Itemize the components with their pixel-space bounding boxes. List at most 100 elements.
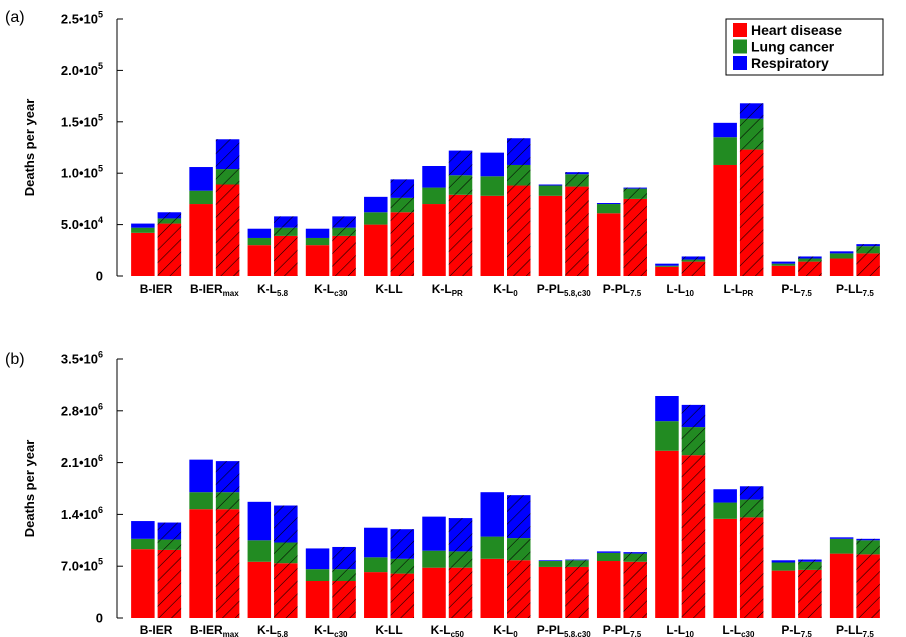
bar-respiratory-hatched-hatch bbox=[739, 486, 764, 500]
x-category-label: P-PL5.8,c30 bbox=[537, 282, 592, 298]
bar-heart-disease-hatched-hatch bbox=[856, 554, 880, 618]
legend-swatch bbox=[733, 56, 747, 70]
x-category-label: K-Lc50 bbox=[431, 623, 465, 637]
bar-heart-disease-solid bbox=[247, 561, 272, 618]
bar-lung-cancer-solid bbox=[189, 492, 213, 510]
bar-respiratory-hatched-hatch bbox=[274, 216, 298, 228]
bar-heart-disease-solid bbox=[713, 518, 737, 618]
bar-respiratory-solid bbox=[538, 560, 563, 562]
x-category-label: P-LL7.5 bbox=[836, 282, 874, 298]
bar-lung-cancer-hatched-hatch bbox=[507, 538, 531, 561]
bar-respiratory-hatched-hatch bbox=[681, 404, 706, 428]
x-category-label: P-L7.5 bbox=[781, 623, 812, 637]
bar-respiratory-solid bbox=[596, 551, 621, 553]
bar-heart-disease-solid bbox=[655, 266, 679, 276]
bar-lung-cancer-hatched-hatch bbox=[332, 569, 356, 581]
bar-lung-cancer-solid bbox=[771, 263, 796, 266]
y-tick-label: 1.5•105 bbox=[61, 112, 103, 129]
bar-lung-cancer-solid bbox=[305, 237, 330, 246]
x-category-label: P-PL7.5 bbox=[603, 282, 642, 298]
bar-heart-disease-solid bbox=[713, 164, 737, 276]
y-tick-label: 2.5•105 bbox=[61, 10, 103, 27]
bar-respiratory-solid bbox=[480, 152, 504, 177]
bar-respiratory-hatched-hatch bbox=[390, 529, 415, 559]
bar-lung-cancer-hatched-hatch bbox=[856, 246, 880, 254]
bar-respiratory-hatched-hatch bbox=[565, 172, 589, 175]
bar-lung-cancer-hatched-hatch bbox=[390, 558, 415, 574]
x-category-label: K-L5.8 bbox=[257, 282, 289, 298]
bar-heart-disease-solid bbox=[655, 450, 679, 618]
bar-respiratory-hatched-hatch bbox=[215, 461, 240, 493]
bar-respiratory-hatched-hatch bbox=[332, 546, 356, 570]
y-tick-label: 2.8•106 bbox=[61, 401, 103, 418]
bar-respiratory-hatched-hatch bbox=[448, 518, 473, 552]
bar-lung-cancer-hatched-hatch bbox=[332, 227, 356, 236]
bar-heart-disease-hatched-hatch bbox=[448, 194, 473, 276]
bar-heart-disease-hatched-hatch bbox=[332, 235, 356, 276]
bar-heart-disease-solid bbox=[247, 245, 272, 276]
bar-lung-cancer-hatched-hatch bbox=[798, 258, 822, 262]
bar-lung-cancer-hatched-hatch bbox=[448, 175, 473, 195]
bar-heart-disease-solid bbox=[829, 258, 854, 276]
bar-heart-disease-hatched-hatch bbox=[565, 186, 589, 276]
bar-respiratory-hatched-hatch bbox=[332, 216, 356, 228]
bar-lung-cancer-hatched-hatch bbox=[565, 560, 589, 567]
bar-respiratory-hatched-hatch bbox=[274, 505, 298, 543]
bar-heart-disease-solid bbox=[189, 509, 213, 618]
x-category-label: L-Lc30 bbox=[722, 623, 755, 637]
y-axis-title: Deaths per year bbox=[22, 440, 37, 538]
bar-lung-cancer-solid bbox=[538, 561, 563, 567]
bar-heart-disease-solid bbox=[538, 566, 563, 618]
x-category-label: P-PL7.5 bbox=[603, 623, 642, 637]
y-tick-label: 2.0•105 bbox=[61, 61, 103, 78]
x-category-label: B-IER bbox=[140, 282, 173, 296]
x-category-label: K-Lc30 bbox=[314, 282, 348, 298]
bar-respiratory-solid bbox=[247, 501, 272, 541]
bar-respiratory-solid bbox=[771, 261, 796, 264]
bar-lung-cancer-hatched-hatch bbox=[215, 492, 240, 510]
bar-heart-disease-hatched-hatch bbox=[274, 235, 298, 276]
x-category-label: K-LL bbox=[375, 623, 402, 637]
legend-swatch bbox=[733, 23, 747, 37]
bar-respiratory-solid bbox=[771, 560, 796, 563]
bar-respiratory-solid bbox=[131, 223, 155, 228]
bar-respiratory-solid bbox=[364, 196, 388, 213]
bar-lung-cancer-hatched-hatch bbox=[274, 542, 298, 564]
bar-heart-disease-hatched-hatch bbox=[157, 223, 182, 276]
bar-respiratory-hatched-hatch bbox=[856, 244, 880, 247]
bar-lung-cancer-solid bbox=[596, 204, 621, 214]
chart-panel-b: (b) Deaths per year 0 7.0•105 1.4•106 2.1•106… bbox=[5, 350, 880, 637]
bar-respiratory-hatched-hatch bbox=[157, 212, 182, 219]
bar-lung-cancer-hatched-hatch bbox=[623, 553, 647, 562]
x-category-label: L-LPR bbox=[724, 282, 754, 298]
bar-respiratory-solid bbox=[189, 167, 213, 191]
bar-lung-cancer-hatched-hatch bbox=[681, 427, 706, 456]
bar-lung-cancer-hatched-hatch bbox=[739, 499, 764, 518]
bar-lung-cancer-solid bbox=[655, 421, 679, 451]
y-tick-label: 2.1•106 bbox=[61, 453, 103, 470]
bar-heart-disease-hatched-hatch bbox=[390, 573, 415, 618]
bar-respiratory-hatched-hatch bbox=[856, 538, 880, 541]
bar-respiratory-solid bbox=[713, 122, 737, 138]
bar-heart-disease-solid bbox=[422, 204, 446, 276]
bar-heart-disease-hatched-hatch bbox=[681, 261, 706, 276]
bar-lung-cancer-hatched-hatch bbox=[681, 259, 706, 262]
bar-heart-disease-hatched-hatch bbox=[507, 560, 531, 618]
bar-lung-cancer-hatched-hatch bbox=[274, 227, 298, 236]
bar-respiratory-hatched-hatch bbox=[798, 256, 822, 259]
bar-heart-disease-hatched-hatch bbox=[215, 509, 240, 618]
x-category-label: K-LL bbox=[375, 282, 402, 296]
bar-lung-cancer-solid bbox=[538, 185, 563, 196]
bar-respiratory-hatched-hatch bbox=[507, 495, 531, 539]
bar-lung-cancer-hatched-hatch bbox=[798, 561, 822, 570]
bar-heart-disease-solid bbox=[305, 581, 330, 618]
bar-lung-cancer-solid bbox=[131, 227, 155, 233]
bar-heart-disease-hatched-hatch bbox=[623, 561, 647, 618]
bar-heart-disease-solid bbox=[364, 224, 388, 276]
x-category-label: B-IERmax bbox=[190, 623, 239, 637]
bar-lung-cancer-hatched-hatch bbox=[390, 197, 415, 213]
bar-lung-cancer-solid bbox=[422, 187, 446, 205]
bar-heart-disease-solid bbox=[131, 232, 155, 276]
